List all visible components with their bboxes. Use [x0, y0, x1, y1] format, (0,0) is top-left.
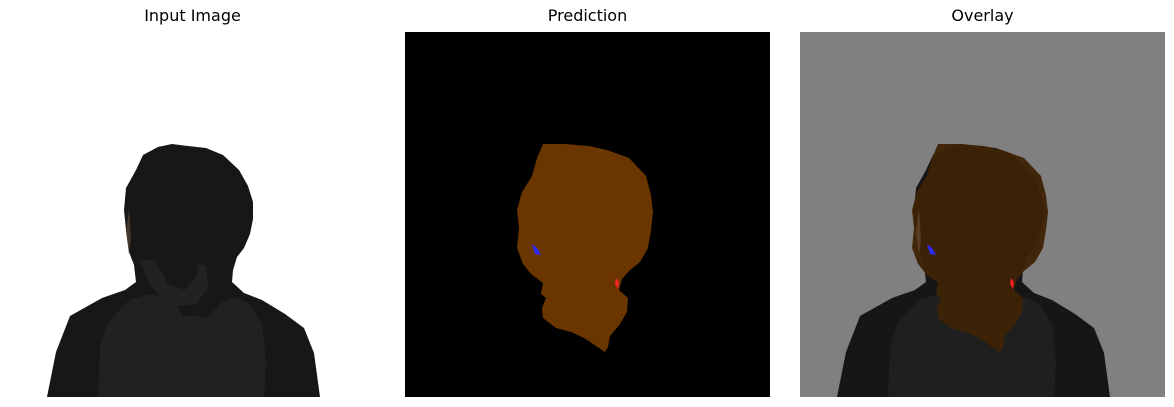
prediction-title: Prediction — [547, 6, 628, 25]
overlay-blue-region — [927, 244, 936, 255]
overlay-panel — [800, 32, 1165, 397]
input-image-panel — [10, 32, 375, 397]
blue-region — [532, 244, 541, 255]
input-image-title: Input Image — [144, 6, 241, 25]
overlay-title: Overlay — [951, 6, 1014, 25]
hair-mask — [517, 144, 653, 352]
red-region — [615, 278, 619, 289]
overlay-red-region — [1010, 278, 1014, 289]
overlay-image — [800, 32, 1165, 397]
person-back-silhouette — [47, 144, 320, 397]
overlay-hair-mask — [912, 144, 1048, 352]
prediction-mask — [405, 32, 770, 397]
prediction-panel — [405, 32, 770, 397]
input-image — [10, 32, 375, 397]
